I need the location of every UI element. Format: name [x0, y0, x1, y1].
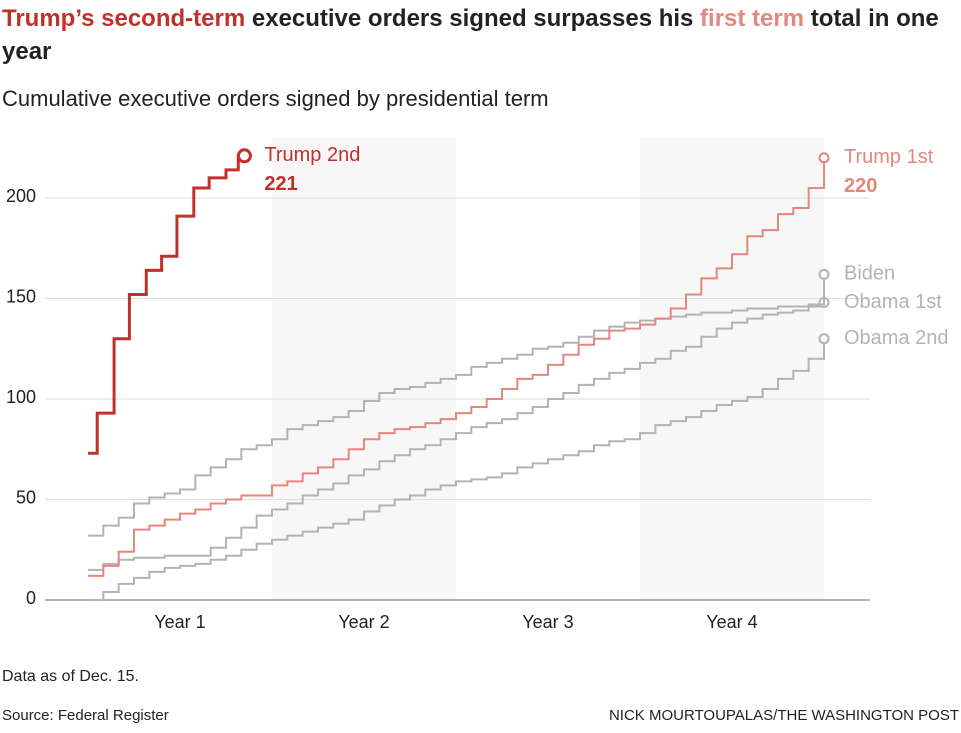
title-part: total in one year — [2, 5, 939, 65]
x-tick-label: Year 4 — [706, 612, 757, 632]
end-marker — [818, 268, 830, 280]
chart-subtitle: Cumulative executive orders signed by pr… — [2, 86, 549, 111]
series-line — [88, 157, 825, 577]
series-line — [88, 274, 825, 537]
x-tick-label: Year 3 — [522, 612, 573, 632]
series-label: Obama 1st — [844, 291, 942, 313]
end-marker — [236, 148, 252, 164]
end-marker — [818, 333, 830, 345]
title-part: Trump’s second-term — [2, 5, 246, 32]
series-label: Obama 2nd — [844, 327, 949, 349]
chart-title: Trump’s second-term executive orders sig… — [2, 2, 952, 68]
title-part: executive orders signed surpasses his — [245, 5, 701, 32]
series-label: Trump 1st — [844, 146, 934, 168]
value-label: 221 — [264, 173, 297, 195]
y-tick-label: 200 — [6, 186, 36, 206]
year-band — [272, 137, 456, 600]
y-tick-label: 150 — [6, 286, 36, 306]
y-tick-label: 50 — [16, 487, 36, 507]
y-tick-label: 0 — [26, 588, 36, 608]
y-tick-label: 100 — [6, 387, 36, 407]
series-line — [88, 302, 825, 571]
year-band — [640, 137, 824, 600]
series-label: Trump 2nd — [264, 144, 360, 166]
credit: NICK MOURTOUPALAS/THE WASHINGTON POST — [608, 707, 959, 724]
series-label: Biden — [844, 263, 895, 285]
series-line — [88, 154, 245, 455]
series-line — [88, 338, 825, 601]
title-part: first term — [700, 5, 805, 32]
note: Data as of Dec. 15. — [2, 668, 139, 685]
x-tick-label: Year 2 — [338, 612, 389, 632]
value-label: 220 — [844, 175, 877, 197]
x-tick-label: Year 1 — [154, 612, 205, 632]
end-marker — [818, 152, 830, 164]
source: Source: Federal Register — [2, 707, 169, 724]
